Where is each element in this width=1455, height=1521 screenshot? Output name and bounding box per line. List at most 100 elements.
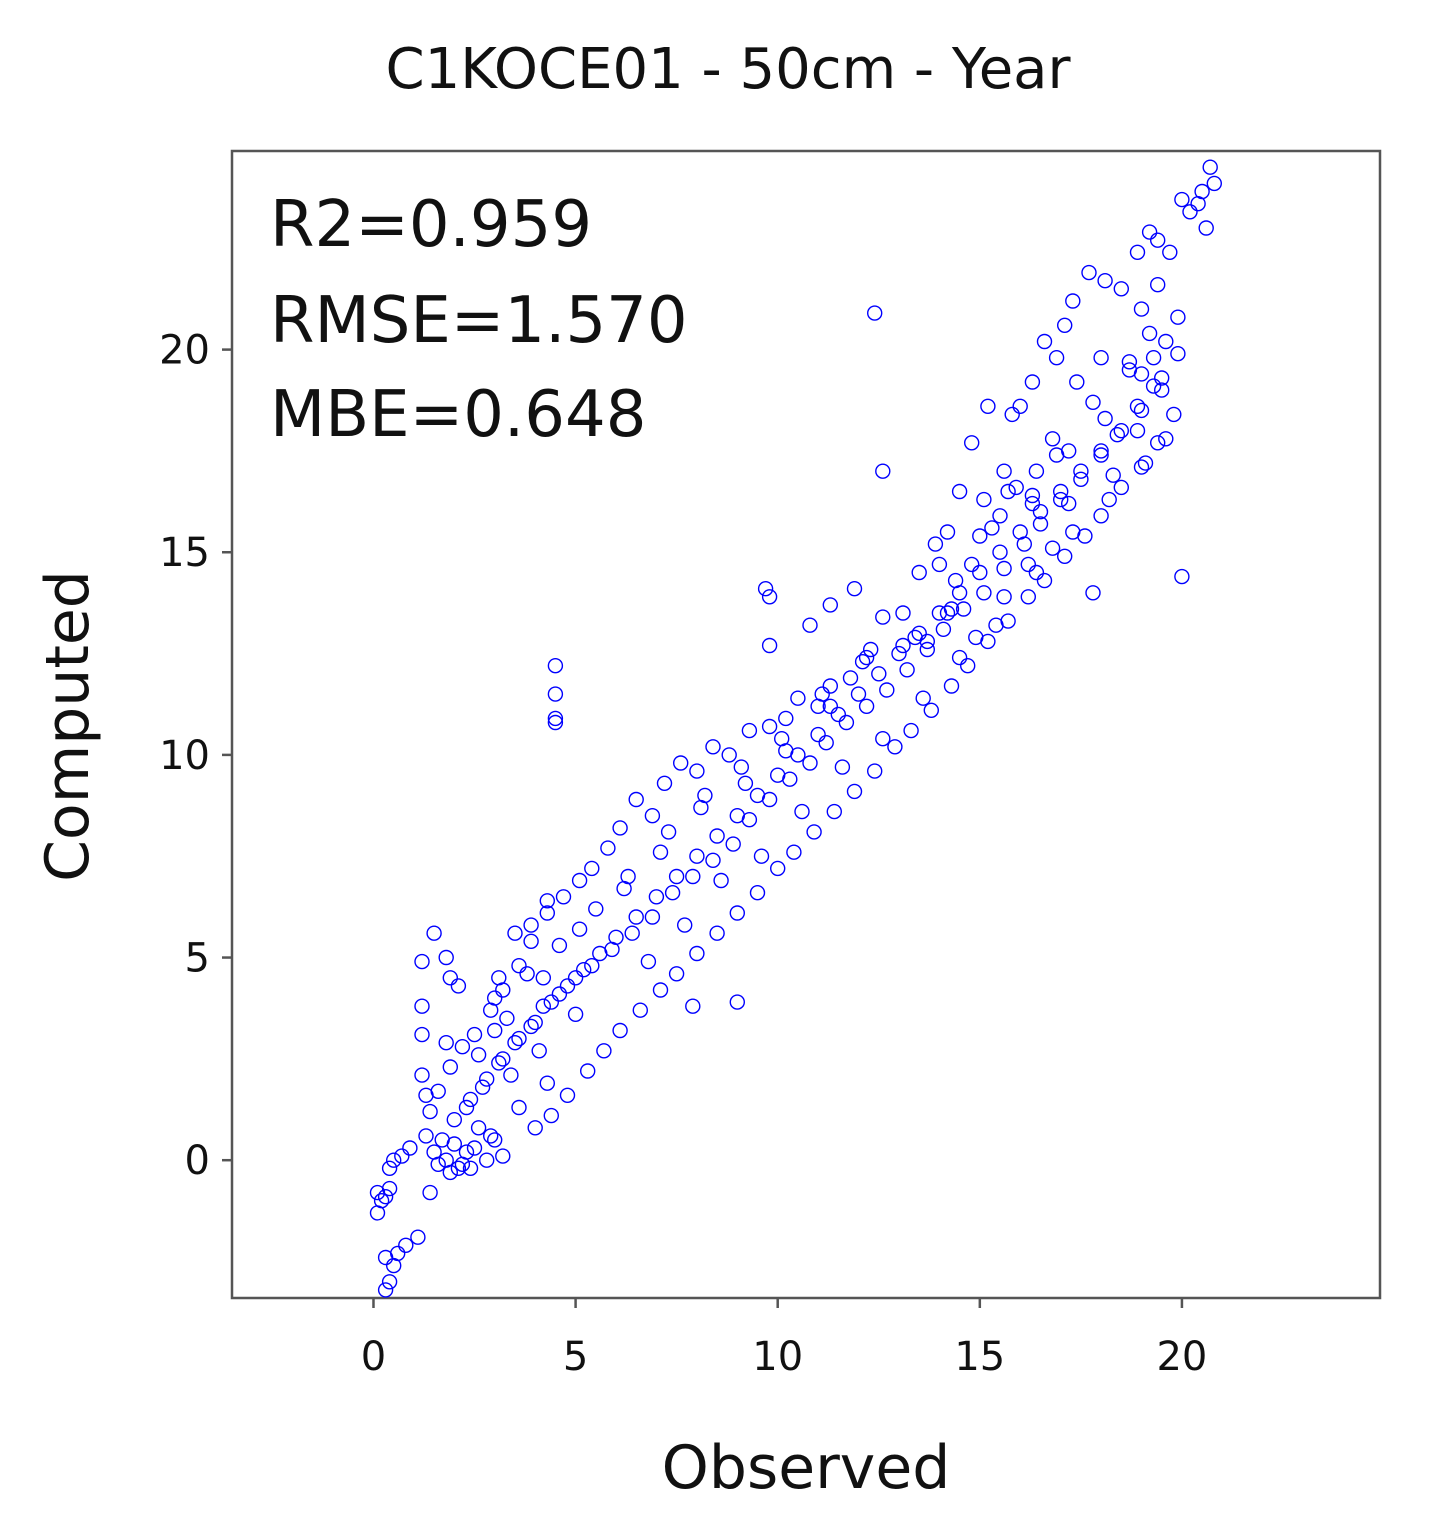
data-point — [931, 605, 948, 621]
data-point — [1113, 281, 1130, 297]
data-point — [915, 690, 931, 706]
data-point — [398, 1237, 414, 1254]
data-point — [939, 524, 956, 540]
data-point — [992, 508, 1008, 524]
data-point — [507, 1034, 523, 1051]
data-point — [903, 722, 919, 739]
data-point — [846, 783, 863, 800]
data-point — [442, 1059, 458, 1075]
data-point — [1093, 350, 1109, 366]
data-point — [1198, 220, 1214, 236]
data-point — [1149, 435, 1166, 451]
data-point — [1069, 374, 1085, 390]
data-point — [757, 581, 774, 597]
data-point — [1133, 459, 1150, 475]
data-point — [511, 1099, 527, 1116]
data-point — [786, 844, 802, 860]
data-point — [923, 702, 939, 718]
data-point — [1024, 374, 1041, 390]
data-point — [830, 706, 846, 723]
x-tick-label: 15 — [954, 1334, 1005, 1380]
data-point — [1036, 333, 1053, 350]
data-point — [1097, 410, 1113, 427]
data-point — [943, 678, 960, 694]
data-point — [822, 698, 838, 714]
data-point — [1105, 467, 1121, 483]
data-point — [1073, 471, 1089, 487]
data-point — [580, 1063, 596, 1079]
data-point — [652, 982, 669, 998]
x-axis-ticks: 0 5 10 15 20 — [361, 1298, 1207, 1380]
data-point — [1028, 463, 1045, 479]
data-point — [430, 1156, 446, 1173]
data-point — [927, 536, 944, 552]
data-point — [972, 528, 988, 544]
data-point — [794, 803, 810, 820]
data-point — [685, 998, 701, 1014]
plot-frame — [230, 149, 1382, 1300]
data-point — [446, 1136, 462, 1152]
data-point — [931, 556, 948, 573]
data-point — [741, 722, 758, 739]
stat-rmse: RMSE=1.570 — [270, 284, 688, 358]
data-point — [1133, 402, 1150, 419]
data-point — [559, 978, 576, 994]
data-point — [996, 560, 1012, 577]
data-point — [1097, 273, 1113, 289]
data-point — [547, 658, 564, 674]
data-point — [668, 868, 685, 885]
data-point — [951, 483, 968, 500]
data-point — [418, 1128, 434, 1144]
data-point — [887, 739, 903, 755]
data-point — [725, 836, 741, 852]
data-point — [479, 1152, 495, 1168]
data-point — [806, 824, 822, 840]
data-point — [430, 1083, 446, 1100]
data-point — [454, 1156, 471, 1173]
data-point — [410, 1229, 426, 1245]
data-point — [470, 1120, 487, 1136]
data-point — [939, 605, 956, 621]
data-point — [450, 978, 467, 994]
data-point — [871, 666, 887, 682]
data-point — [951, 649, 968, 666]
data-point — [551, 986, 568, 1002]
data-point — [1012, 398, 1028, 414]
data-point — [996, 589, 1012, 605]
data-point — [559, 1087, 576, 1104]
data-point — [854, 654, 871, 670]
data-point — [462, 1160, 479, 1177]
data-point — [996, 463, 1012, 479]
data-points — [369, 159, 1223, 1298]
data-point — [1162, 244, 1178, 261]
data-point — [850, 686, 867, 702]
data-point — [1145, 350, 1162, 366]
data-point — [1060, 495, 1077, 512]
data-point — [1052, 491, 1069, 508]
chart-title: C1KOCE01 - 50cm - Year — [386, 37, 1072, 102]
data-point — [749, 885, 766, 901]
data-point — [394, 1148, 410, 1164]
data-point — [1052, 483, 1069, 500]
data-point — [551, 937, 568, 954]
data-point — [499, 1010, 515, 1026]
data-point — [624, 925, 640, 941]
data-point — [644, 909, 661, 925]
data-point — [458, 1099, 475, 1116]
data-point — [1133, 366, 1150, 382]
data-point — [899, 662, 915, 678]
data-point — [608, 929, 624, 945]
data-point — [567, 1006, 584, 1022]
data-point — [955, 601, 972, 617]
data-point — [1044, 540, 1061, 556]
data-point — [660, 824, 677, 840]
data-point — [875, 463, 891, 479]
data-point — [834, 759, 851, 775]
data-point — [523, 933, 539, 949]
data-point — [612, 1022, 628, 1039]
data-point — [600, 840, 616, 856]
stat-r2: R2=0.959 — [270, 188, 592, 262]
data-point — [1190, 195, 1206, 212]
data-point — [1032, 504, 1049, 520]
